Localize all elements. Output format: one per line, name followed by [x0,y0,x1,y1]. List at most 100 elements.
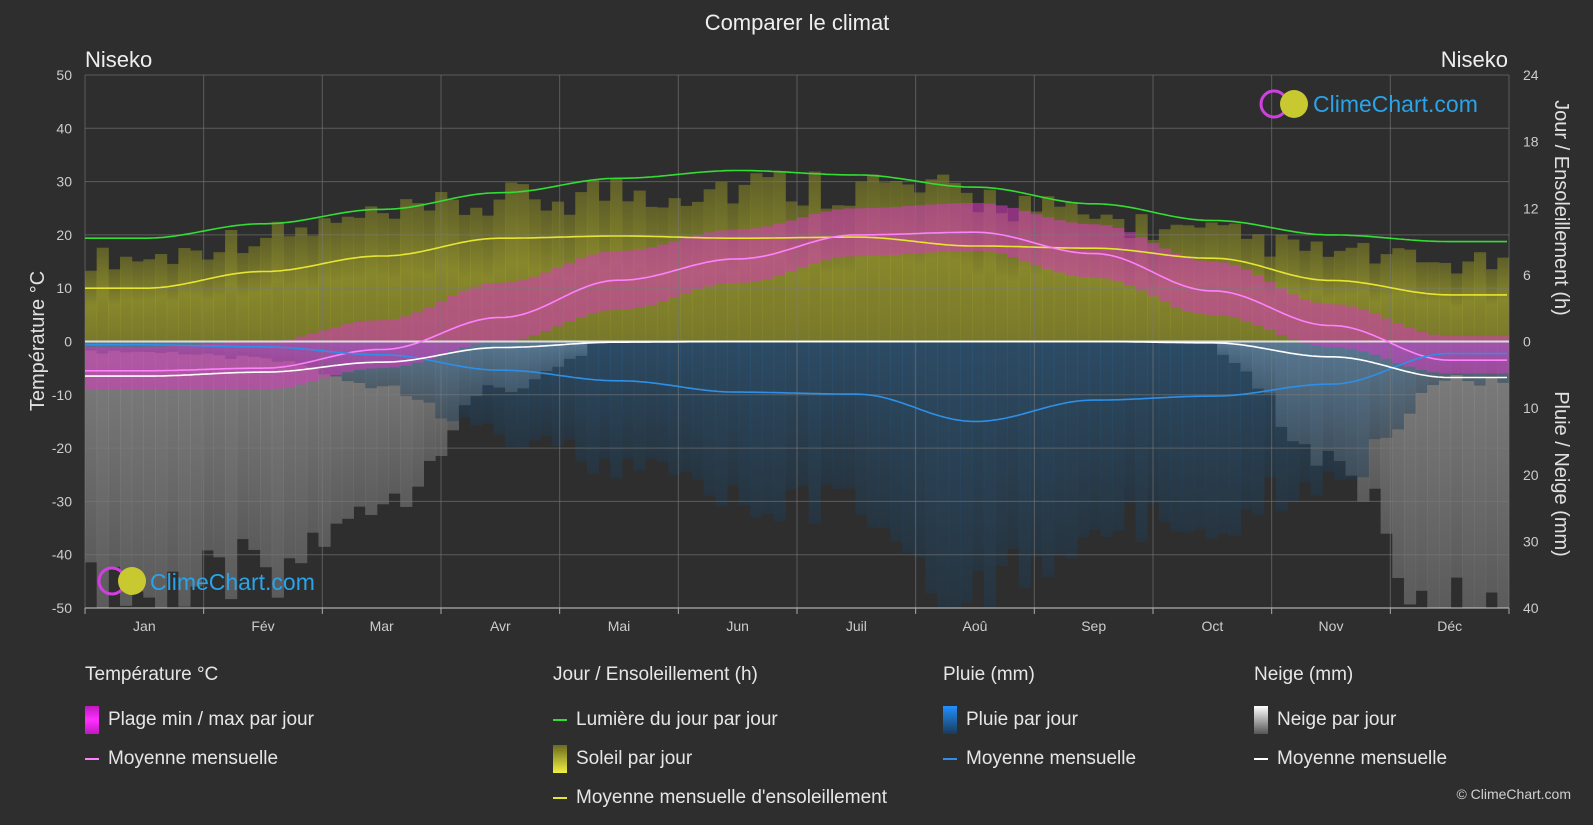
snow-bar [1497,341,1509,608]
x-tick-label: Avr [490,618,511,634]
temp-range-bar [271,340,284,389]
rain-bar [715,341,728,507]
temp-range-bar [143,346,156,390]
y-left-tick-label: 10 [56,280,72,296]
sunshine-bar [878,182,891,342]
sunshine-bar [937,174,950,342]
legend-swatch [553,796,567,799]
snow-bar [155,341,168,608]
rain-bar [1298,341,1312,483]
snow-avg-line [85,340,1507,379]
snow-bar [108,341,121,567]
rain-bar [1357,341,1370,478]
brand-logo-bottom: ClimeChart.com [97,566,315,596]
sunshine-bar [376,213,389,342]
legend-swatch [553,718,567,721]
temp-range-bar [750,228,763,282]
snow-bar [120,341,133,606]
rain-bar [108,341,121,351]
y-right-bottom-tick-label: 40 [1523,600,1539,616]
rain-bar [563,341,576,440]
x-tick-label: Juil [846,618,867,634]
sunshine-bar [85,270,98,342]
snow-bar [1462,341,1475,608]
temp-range-bar [995,205,1008,254]
rain-bar [995,341,1008,566]
temp-range-bar [1450,336,1463,374]
rain-bar [691,341,705,481]
location-left: Niseko [85,47,152,72]
temp-range-bar [353,321,366,370]
legend-item: Lumière du jour par jour [553,700,887,739]
temp-range-bar [1438,336,1452,374]
rain-bar [131,341,144,352]
snow-bar [283,341,296,559]
temp-range-bar [1263,281,1277,331]
temp-range-bar [178,345,191,390]
sunshine-bar [1438,262,1452,342]
y-left-tick-label: 50 [56,67,72,83]
sunshine-bar [1497,257,1509,342]
temp-range-bar [1123,232,1136,286]
sunshine-bar [1473,252,1487,342]
snow-bar [1427,341,1440,608]
sunshine-bar [108,269,121,342]
snow-bar [190,341,203,587]
y-left-tick-label: 40 [56,120,72,136]
sunshine-bar [925,179,938,342]
rain-bar [1030,341,1043,557]
sunshine-bar [155,253,168,342]
sunshine-bar [388,218,401,342]
logo-sun-icon [1280,90,1308,118]
y-right-bottom-axis-label: Pluie / Neige (mm) [1550,391,1572,557]
sunshine-bar [1403,249,1417,342]
temp-range-bar [505,282,518,341]
snow-bar [318,341,331,547]
legend-label: Moyenne mensuelle [108,747,279,769]
copyright: © ClimeChart.com [1456,786,1571,802]
temp-range-bar [1077,223,1090,278]
x-tick-label: Aoû [963,618,988,634]
y-right-top-tick-label: 18 [1523,134,1539,150]
rain-bar [773,341,786,522]
temp-range-bar [1170,253,1183,308]
x-tick-label: Jan [133,618,156,634]
rain-bar [1333,341,1347,480]
rain-bar [540,341,553,436]
rain-bar [1065,341,1078,559]
legend-item: Moyenne mensuelle [1254,739,1447,778]
snow-bar [295,341,308,564]
temp-range-bar [867,207,880,256]
temp-range-bar [1007,207,1020,258]
rain-bar [1205,341,1218,539]
x-tick-label: Nov [1319,618,1344,634]
y-right-top-tick-label: 12 [1523,200,1539,216]
rain-bar [528,341,541,441]
rain-bar [470,341,483,427]
temp-range-bar [832,209,845,258]
rain-bar [867,341,880,528]
snow-bar [1450,341,1463,578]
temp-range-bar [225,342,238,390]
snow-bar [1485,341,1498,593]
legend-item: Moyenne mensuelle [943,739,1136,778]
temp-range-bar [948,203,961,252]
temp-range-bar [1497,336,1509,374]
rain-bar [948,341,961,608]
sunshine-bar [1427,262,1440,342]
rain-bar [85,341,98,351]
temp-range-bar [1392,323,1405,363]
y-left-tick-label: 30 [56,174,72,190]
legend-swatch [85,705,99,734]
temp-avg-line [85,231,1507,372]
temp-range-bar [843,208,856,257]
legend-item: Pluie par jour [943,700,1136,739]
snow-bar [166,341,179,572]
temp-range-bar [388,319,401,368]
rain-bar [680,341,693,473]
temp-range-bar [376,320,389,369]
temp-range-bar [960,202,973,251]
sunshine-bar [1485,269,1498,342]
temp-range-bar [283,339,296,387]
temp-range-bar [493,282,506,342]
